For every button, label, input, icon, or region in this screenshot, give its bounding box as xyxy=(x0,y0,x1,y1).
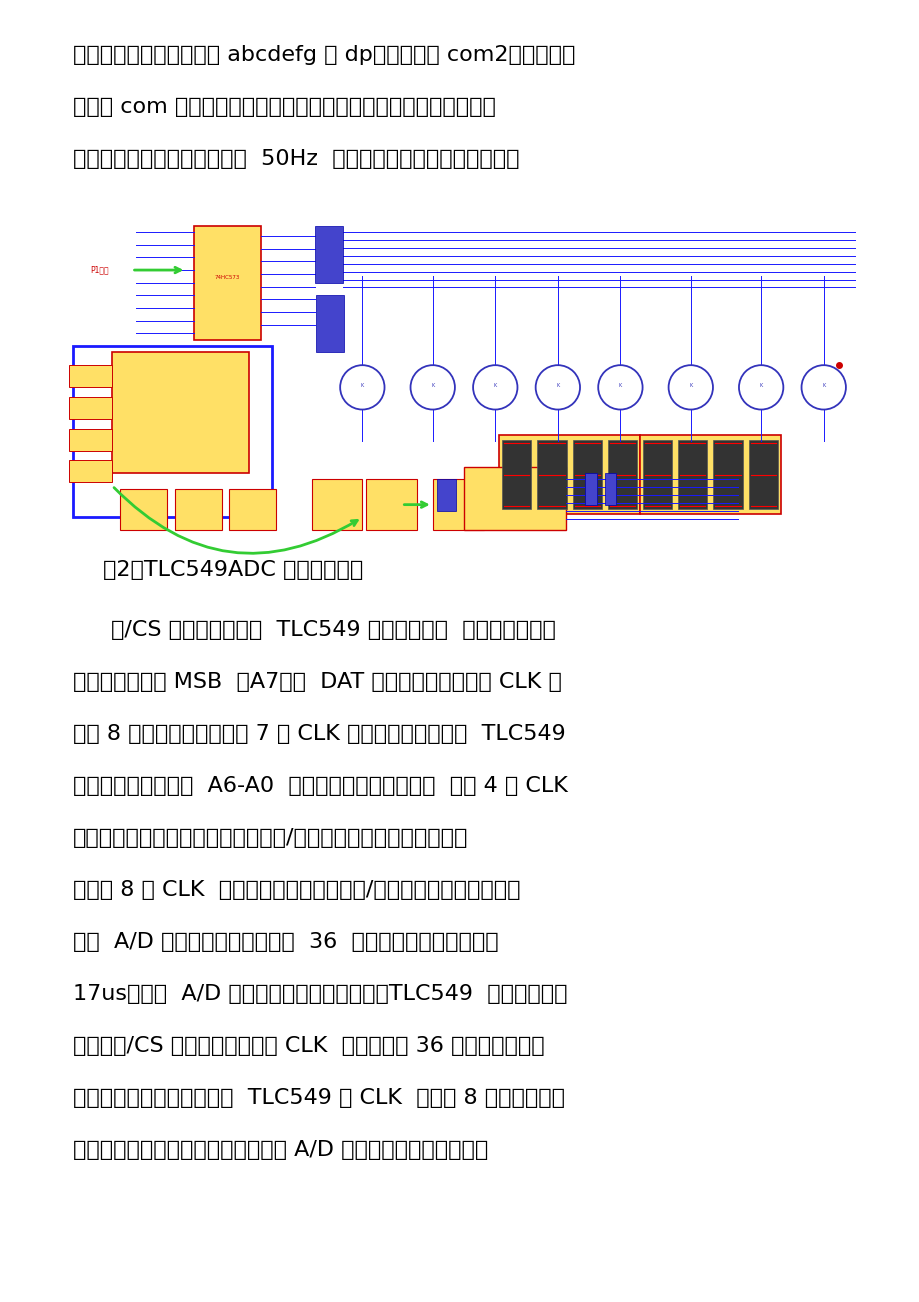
Text: （2）TLC549ADC 特征及应用等: （2）TLC549ADC 特征及应用等 xyxy=(103,560,363,579)
Bar xyxy=(604,473,616,505)
Bar xyxy=(748,440,777,509)
Text: 输入 8 个外部时钟信号，前 7 个 CLK 信号的作用，是配合  TLC549: 输入 8 个外部时钟信号，前 7 个 CLK 信号的作用，是配合 TLC549 xyxy=(73,724,565,743)
Bar xyxy=(69,461,112,483)
Text: 当/CS 变为低电平后，  TLC549 芯片被选中，  同时前次转换结: 当/CS 变为低电平后， TLC549 芯片被选中， 同时前次转换结 xyxy=(111,620,555,641)
Text: K: K xyxy=(822,383,824,388)
Text: 码管的 com 信号禁止；延时一段时间，再显示下一个。注意，扫描: 码管的 com 信号禁止；延时一段时间，再显示下一个。注意，扫描 xyxy=(73,98,495,117)
Bar xyxy=(502,440,531,509)
Text: 号期间需要完成以下工作：读入前次 A/D 转换结果；对本次转换的: 号期间需要完成以下工作：读入前次 A/D 转换结果；对本次转换的 xyxy=(73,1141,488,1160)
Bar xyxy=(712,440,742,509)
Bar xyxy=(537,440,566,509)
Text: P1端口: P1端口 xyxy=(90,266,108,275)
Text: 求：或者/CS 保持高电平，或者 CLK  时钟端保持 36 个系统时钟周期: 求：或者/CS 保持高电平，或者 CLK 时钟端保持 36 个系统时钟周期 xyxy=(73,1036,544,1056)
Text: 的低电平。由此可见，在自  TLC549 的 CLK  端输入 8 个外部时钟信: 的低电平。由此可见，在自 TLC549 的 CLK 端输入 8 个外部时钟信 xyxy=(73,1088,564,1108)
Bar xyxy=(677,440,707,509)
Bar xyxy=(463,466,565,530)
Text: 74HC573: 74HC573 xyxy=(214,275,240,280)
Bar xyxy=(607,440,636,509)
Bar xyxy=(119,488,166,530)
Text: 始，第 8 个 CLK  信号的下降沿使片内采样/保持电路进入保持状态并: 始，第 8 个 CLK 信号的下降沿使片内采样/保持电路进入保持状态并 xyxy=(73,880,520,900)
Text: 信号由高至低的跳变之后，片内采样/保持电路对输入模拟量采样开: 信号由高至低的跳变之后，片内采样/保持电路对输入模拟量采样开 xyxy=(73,828,468,848)
Bar xyxy=(112,353,249,473)
Bar xyxy=(73,346,272,517)
Bar xyxy=(69,428,112,450)
Text: 果的最高有效位 MSB  （A7）自  DAT 端输出，接着要求自 CLK 端: 果的最高有效位 MSB （A7）自 DAT 端输出，接着要求自 CLK 端 xyxy=(73,672,562,691)
Bar xyxy=(437,479,456,510)
Bar xyxy=(366,479,416,530)
Bar xyxy=(229,488,276,530)
Text: K: K xyxy=(688,383,692,388)
Bar xyxy=(316,296,343,353)
Text: K: K xyxy=(759,383,762,388)
Bar xyxy=(584,473,596,505)
Bar xyxy=(315,225,343,283)
Text: K: K xyxy=(494,383,496,388)
Bar xyxy=(499,435,640,514)
Bar xyxy=(642,440,672,509)
Bar xyxy=(312,479,362,530)
Text: K: K xyxy=(556,383,559,388)
Bar xyxy=(572,440,601,509)
Text: K: K xyxy=(431,383,434,388)
Text: 启动  A/D 开始转换。转换时间为  36  个系统时钟周期，最大为: 启动 A/D 开始转换。转换时间为 36 个系统时钟周期，最大为 xyxy=(73,932,498,952)
Bar xyxy=(69,365,112,388)
Text: K: K xyxy=(360,383,364,388)
Bar xyxy=(194,225,260,340)
Text: 17us。直到  A/D 转换完成前的这段时间内，TLC549  的控制逻辑要: 17us。直到 A/D 转换完成前的这段时间内，TLC549 的控制逻辑要 xyxy=(73,984,567,1004)
Bar xyxy=(640,435,780,514)
Text: 输出前次转换结果的  A6-A0  位，并为本次转换做准备  在第 4 个 CLK: 输出前次转换结果的 A6-A0 位，并为本次转换做准备 在第 4 个 CLK xyxy=(73,776,567,796)
Text: K: K xyxy=(618,383,621,388)
Text: 个数码管的显示数据送到 abcdefg 和 dp，同时选通 com2，而其他数: 个数码管的显示数据送到 abcdefg 和 dp，同时选通 com2，而其他数 xyxy=(73,46,574,65)
Bar xyxy=(175,488,221,530)
Bar xyxy=(432,479,483,530)
Text: 整个数码管的频率应当保证在  50Hz  以上，否则会看到明显的闪烁。: 整个数码管的频率应当保证在 50Hz 以上，否则会看到明显的闪烁。 xyxy=(73,148,519,169)
Bar xyxy=(69,397,112,419)
